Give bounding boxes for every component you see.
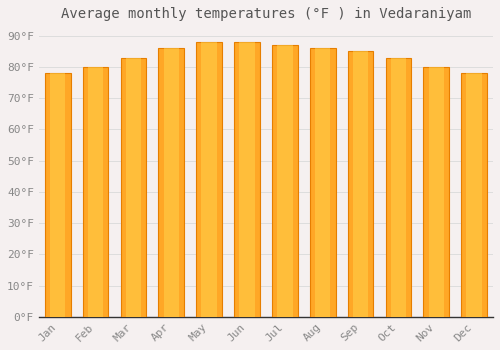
FancyBboxPatch shape bbox=[202, 42, 217, 317]
Bar bbox=[120, 57, 146, 317]
FancyBboxPatch shape bbox=[88, 67, 104, 317]
FancyBboxPatch shape bbox=[428, 67, 444, 317]
FancyBboxPatch shape bbox=[315, 48, 330, 317]
Bar bbox=[196, 42, 222, 317]
FancyBboxPatch shape bbox=[353, 51, 368, 317]
Bar bbox=[234, 42, 260, 317]
Bar bbox=[310, 48, 336, 317]
FancyBboxPatch shape bbox=[277, 45, 292, 317]
Bar bbox=[82, 67, 108, 317]
Bar bbox=[348, 51, 374, 317]
FancyBboxPatch shape bbox=[50, 73, 66, 317]
Bar bbox=[158, 48, 184, 317]
FancyBboxPatch shape bbox=[390, 57, 406, 317]
Title: Average monthly temperatures (°F ) in Vedaraniyam: Average monthly temperatures (°F ) in Ve… bbox=[60, 7, 471, 21]
FancyBboxPatch shape bbox=[466, 73, 482, 317]
FancyBboxPatch shape bbox=[240, 42, 254, 317]
Bar bbox=[272, 45, 297, 317]
FancyBboxPatch shape bbox=[126, 57, 141, 317]
Bar bbox=[462, 73, 487, 317]
Bar bbox=[424, 67, 449, 317]
Bar bbox=[45, 73, 70, 317]
FancyBboxPatch shape bbox=[164, 48, 179, 317]
Bar bbox=[386, 57, 411, 317]
